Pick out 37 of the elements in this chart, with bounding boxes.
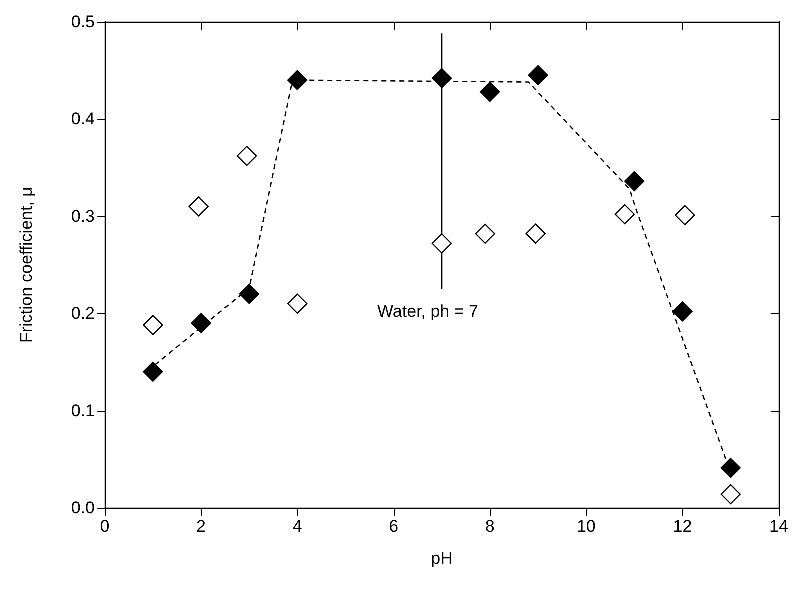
point [188,196,209,217]
point [624,171,645,192]
x-tick-label: 10 [576,517,596,536]
point [614,204,636,225]
point [236,146,258,166]
x-tick-label: 6 [389,517,399,536]
point [239,284,260,304]
point [675,205,696,226]
x-tick-label: 2 [196,517,206,536]
x-tick-label: 4 [292,517,302,536]
point [432,234,452,254]
point [480,82,500,102]
x-tick-label: 14 [770,517,788,536]
y-tick-label: 0.5 [71,12,95,32]
point [143,315,164,336]
y-tick-label: 0.3 [71,206,95,226]
point [287,294,308,314]
point [720,484,741,504]
annotation: Water, ph = 7 [378,302,478,321]
point [475,224,496,244]
y-tick-label: 0.4 [71,110,95,129]
point [720,458,741,478]
point [287,70,308,90]
x-tick-label: 8 [485,517,495,536]
point [528,65,548,86]
point [143,362,164,382]
point [526,224,546,244]
point [432,68,452,88]
y-axis-title: Friction coefficient, μ [17,187,36,343]
y-tick-label: 0.0 [71,498,95,518]
point [191,313,212,334]
x-tick-label: 0 [100,517,110,536]
point [672,302,693,322]
x-tick-label: 12 [673,517,692,536]
y-tick-label: 0.2 [71,304,95,324]
y-tick-label: 0.1 [71,401,95,420]
x-axis-title: pH [431,549,453,568]
